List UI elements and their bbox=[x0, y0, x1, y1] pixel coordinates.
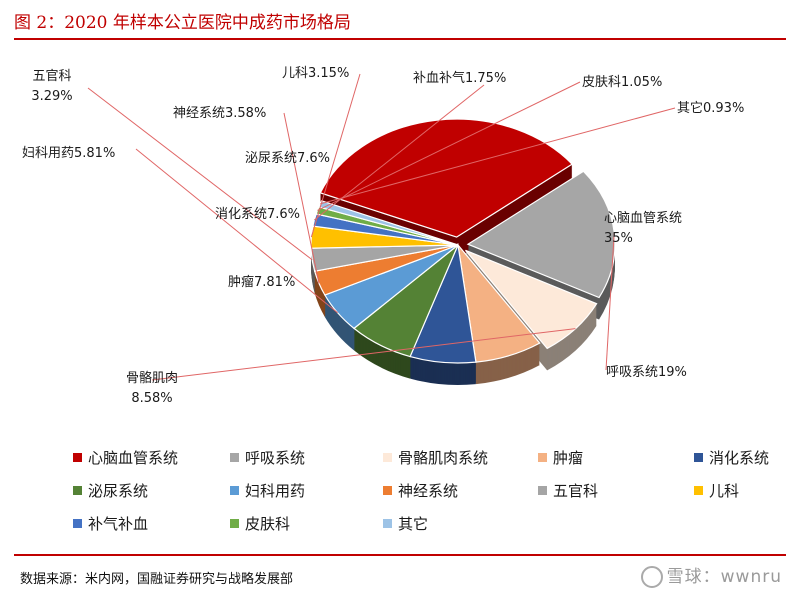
data-label-13: 其它0.93% bbox=[677, 100, 744, 116]
footer-rule bbox=[14, 554, 786, 556]
data-label-5: 消化系统7.6% bbox=[215, 207, 300, 222]
legend-label-10: 儿科 bbox=[709, 482, 739, 500]
data-label-2: 呼吸系统19% bbox=[606, 365, 687, 380]
watermark: 雪球：wwnru bbox=[640, 562, 782, 588]
leader-line-13 bbox=[320, 107, 676, 205]
legend-swatch-2 bbox=[230, 453, 239, 462]
legend-label-1: 心脑血管系统 bbox=[88, 449, 178, 467]
legend-swatch-12 bbox=[230, 519, 239, 528]
snowball-logo-icon bbox=[640, 566, 663, 588]
leader-line-9 bbox=[87, 87, 313, 261]
leader-line-12 bbox=[317, 81, 581, 211]
legend-label-3: 骨骼肌肉系统 bbox=[398, 449, 488, 467]
legend-swatch-4 bbox=[538, 453, 547, 462]
legend-label-8: 神经系统 bbox=[398, 482, 458, 500]
legend-swatch-5 bbox=[694, 453, 703, 462]
legend-swatch-11 bbox=[73, 519, 82, 528]
source-note: 数据来源：米内网，国融证券研究与战略发展部 bbox=[20, 572, 294, 587]
data-label-layer: 心脑血管系统 35% 呼吸系统19% 骨骼肌肉 8.58% 肿瘤7.81% 消化系统7.6%… bbox=[22, 66, 744, 406]
leader-line-7 bbox=[135, 148, 338, 314]
leader-line-3 bbox=[151, 328, 576, 381]
leader-line-8 bbox=[283, 112, 320, 284]
data-label-6: 泌尿系统7.6% bbox=[245, 151, 330, 166]
data-label-7: 妇科用药5.81% bbox=[22, 145, 115, 161]
data-label-1: 心脑血管系统 35% bbox=[604, 211, 682, 246]
data-label-3: 骨骼肌肉 8.58% bbox=[126, 370, 178, 406]
legend-swatch-9 bbox=[538, 486, 547, 495]
data-label-4: 肿瘤7.81% bbox=[228, 274, 295, 290]
legend-label-4: 肿瘤 bbox=[553, 449, 583, 467]
legend-swatch-3 bbox=[383, 453, 392, 462]
legend-swatch-1 bbox=[73, 453, 82, 462]
data-label-8: 神经系统3.58% bbox=[173, 106, 266, 121]
legend-label-7: 妇科用药 bbox=[245, 482, 305, 500]
legend-swatch-7 bbox=[230, 486, 239, 495]
page-title: 图 2：2020 年样本公立医院中成药市场格局 bbox=[14, 13, 351, 33]
watermark-text: 雪球：wwnru bbox=[666, 567, 782, 587]
legend-label-9: 五官科 bbox=[553, 482, 598, 500]
title-rule bbox=[14, 38, 786, 40]
legend-label-11: 补气补血 bbox=[88, 515, 148, 533]
legend-label-13: 其它 bbox=[398, 515, 428, 533]
legend-swatch-13 bbox=[383, 519, 392, 528]
legend-swatch-8 bbox=[383, 486, 392, 495]
legend-label-2: 呼吸系统 bbox=[245, 449, 305, 467]
data-label-9: 五官科 3.29% bbox=[31, 68, 72, 104]
legend-label-6: 泌尿系统 bbox=[88, 482, 148, 500]
legend-label-12: 皮肤科 bbox=[245, 515, 290, 533]
legend-swatch-6 bbox=[73, 486, 82, 495]
legend-label-5: 消化系统 bbox=[709, 449, 769, 467]
data-label-12: 皮肤科1.05% bbox=[582, 75, 662, 90]
data-label-11: 补血补气1.75% bbox=[413, 70, 506, 86]
leader-line-layer bbox=[87, 73, 676, 381]
pie-slice-layer bbox=[310, 118, 616, 364]
leader-line-2 bbox=[605, 232, 615, 371]
data-label-10: 儿科3.15% bbox=[282, 66, 349, 81]
legend-swatch-10 bbox=[694, 486, 703, 495]
